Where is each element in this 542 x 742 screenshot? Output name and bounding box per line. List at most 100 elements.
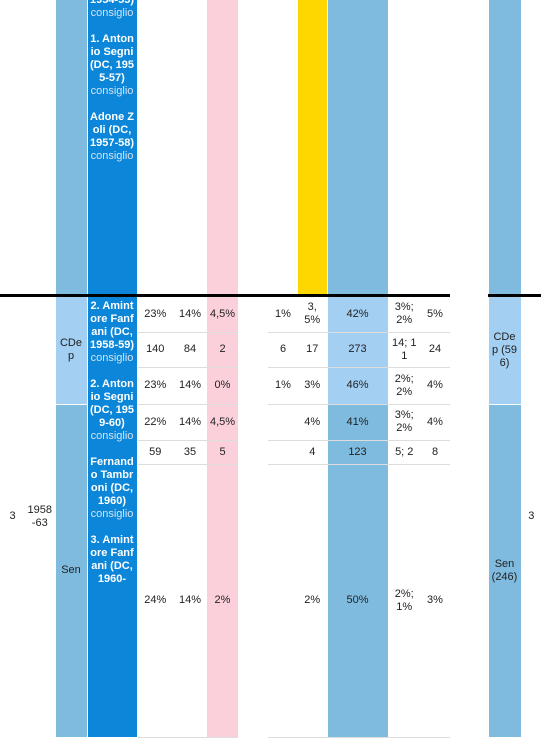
cell	[268, 0, 298, 295]
data-row: 3 1958-63 CDep 2. Amintore Fanfani (DC, 195…	[0, 293, 541, 737]
cell	[207, 0, 238, 295]
value-cell: 140	[137, 332, 173, 368]
government-link[interactable]: consiglio	[90, 7, 134, 19]
data-row: 140 84 2 6 17 273 14; 11 24	[0, 332, 541, 368]
cell	[54, 0, 88, 295]
chamber-name: CDep	[54, 293, 88, 405]
government: Adone Zoli (DC, 1957-58) consiglio	[90, 111, 135, 163]
value-cell: 17	[298, 332, 327, 368]
cell	[420, 0, 450, 295]
value-cell	[268, 464, 298, 738]
chamber-name: Sen	[54, 404, 88, 738]
value-cell: 46%	[326, 367, 389, 405]
value-cell: 50%	[326, 464, 389, 738]
government-link[interactable]: consiglio	[90, 351, 134, 364]
value-cell: 0%	[207, 367, 238, 405]
government-name: 1. Antonio Segni (DC, 1955-57)	[89, 33, 135, 84]
cell	[238, 0, 268, 295]
value-cell: 5; 2	[388, 440, 420, 465]
empty-cell	[238, 440, 268, 464]
legislature-years: 1958-63	[25, 293, 55, 737]
value-cell: 41%	[326, 404, 389, 441]
government: 1. Antonio Segni (DC, 1955-57) consiglio	[90, 33, 135, 98]
value-cell: 14%	[173, 367, 207, 405]
value-cell: 2	[207, 332, 238, 368]
value-cell: 4	[298, 440, 327, 465]
value-cell: 3,5%	[298, 293, 327, 333]
cell	[521, 0, 541, 295]
value-cell: 24	[420, 332, 450, 368]
data-row: Sen 22% 14% 4,5% 4% 41% 3%; 2% 4% Sen (246)	[0, 404, 541, 738]
empty-cell	[238, 293, 268, 332]
value-cell: 22%	[137, 404, 173, 441]
value-cell: 5	[207, 440, 238, 465]
government-list: 1954-55) consiglio 1. Antonio Segni (DC, 1…	[90, 0, 135, 287]
value-cell: 2%	[298, 464, 327, 738]
data-row: 24% 14% 2% 2% 50% 2%; 1% 3%	[0, 464, 541, 738]
value-cell: 5%	[420, 293, 450, 333]
government-cell: 2. Amintore Fanfani (DC, 1958-59) consigl…	[86, 293, 138, 737]
value-cell: 2%; 2%	[388, 367, 420, 405]
value-cell: 123	[326, 440, 389, 465]
cell	[173, 0, 207, 295]
value-cell: 14%	[173, 293, 207, 333]
empty-cell	[238, 404, 268, 440]
government-link[interactable]: consiglio	[90, 507, 134, 520]
government-list: 2. Amintore Fanfani (DC, 1958-59) consigl…	[90, 300, 135, 736]
value-cell: 4,5%	[207, 404, 238, 441]
government-cell: 1954-55) consiglio 1. Antonio Segni (DC, 1…	[86, 0, 138, 295]
cell	[388, 0, 420, 295]
government-link[interactable]: consiglio	[90, 150, 134, 162]
government-link[interactable]: consiglio	[90, 429, 134, 442]
chamber-summary: CDep (596)	[487, 293, 522, 405]
value-cell: 3%; 2%	[388, 293, 420, 333]
value-cell: 2%	[207, 464, 238, 738]
empty-cell	[238, 464, 268, 737]
cell	[137, 0, 173, 295]
value-cell: 14; 11	[388, 332, 420, 368]
value-cell	[268, 440, 298, 465]
cell	[450, 0, 488, 295]
value-cell: 14%	[173, 404, 207, 441]
continued-row: 1954-55) consiglio 1. Antonio Segni (DC, 1…	[0, 0, 541, 295]
cell	[487, 0, 522, 295]
chamber-summary: Sen (246)	[487, 404, 522, 738]
value-cell: 3%	[298, 367, 327, 405]
value-cell: 59	[137, 440, 173, 465]
value-cell: 6	[268, 332, 298, 368]
value-cell: 1%	[268, 367, 298, 405]
value-cell: 24%	[137, 464, 173, 738]
cell	[298, 0, 327, 295]
value-cell: 14%	[173, 464, 207, 738]
data-row: 23% 14% 0% 1% 3% 46% 2%; 2% 4%	[0, 367, 541, 405]
government: Fernando Tambroni (DC, 1960) consiglio	[90, 456, 135, 521]
value-cell: 84	[173, 332, 207, 368]
value-cell: 4%	[420, 404, 450, 441]
spacer-cell	[450, 295, 488, 737]
value-cell: 4,5%	[207, 293, 238, 333]
government: 1954-55) consiglio	[90, 0, 135, 20]
empty-cell	[238, 332, 268, 367]
government: 2. Antonio Segni (DC, 1959-60) consiglio	[90, 378, 135, 443]
cell	[25, 0, 55, 295]
government-link[interactable]: consiglio	[90, 85, 134, 97]
government: 2. Amintore Fanfani (DC, 1958-59) consigl…	[90, 300, 135, 365]
government: 3. Amintore Fanfani (DC, 1960-	[90, 534, 135, 586]
value-cell: 1%	[268, 293, 298, 333]
value-cell: 4%	[298, 404, 327, 441]
empty-cell	[238, 367, 268, 404]
government-name: 2. Amintore Fanfani (DC, 1958-59)	[89, 299, 135, 351]
government-name: Fernando Tambroni (DC, 1960)	[90, 455, 134, 507]
government-name: Adone Zoli (DC, 1957-58)	[89, 111, 135, 149]
government-name: 1954-55)	[89, 0, 135, 6]
value-cell	[268, 404, 298, 441]
value-cell: 2%; 1%	[388, 464, 420, 738]
value-cell: 3%	[420, 464, 450, 738]
legislature-number-right: 3	[521, 293, 541, 737]
value-cell: 4%	[420, 367, 450, 405]
legislature-number: 3	[0, 293, 25, 737]
value-cell: 8	[420, 440, 450, 465]
